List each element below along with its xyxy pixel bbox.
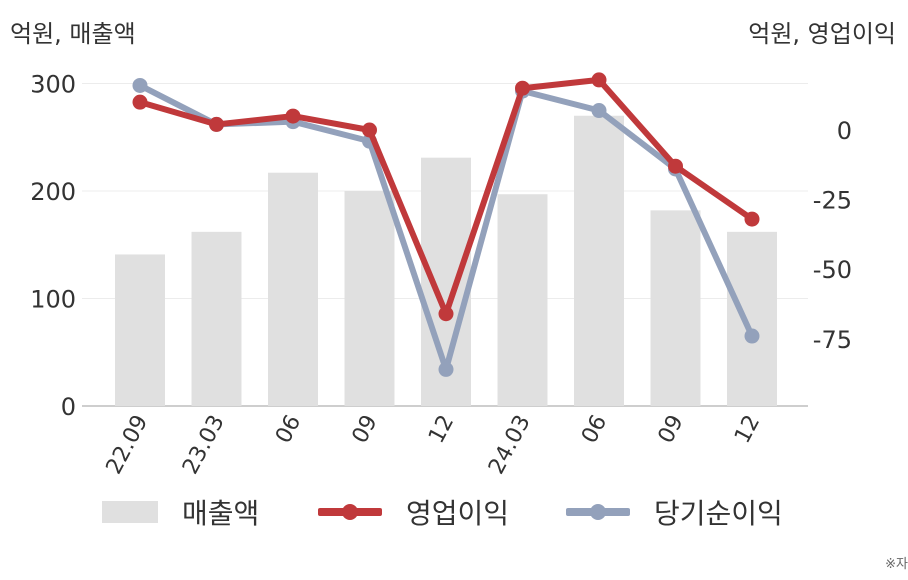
legend-item-operating-profit: 영업이익 — [318, 492, 509, 532]
x-tick-label: 23.03 — [178, 411, 230, 478]
point-operating-profit — [285, 108, 301, 124]
y-right-tick-label: -25 — [813, 187, 852, 215]
point-net-income — [591, 103, 607, 119]
legend-swatch-operating-profit — [318, 501, 382, 523]
point-operating-profit — [591, 72, 607, 88]
line-series — [132, 72, 760, 377]
legend-item-sales: 매출액 — [102, 492, 259, 532]
point-operating-profit — [668, 158, 683, 174]
x-tick-label: 09 — [348, 411, 383, 447]
left-axis-unit-label: 억원, 매출액 — [10, 20, 136, 48]
legend-label-operating-profit: 영업이익 — [406, 497, 510, 530]
legend-label-sales: 매출액 — [182, 497, 260, 530]
x-axis-ticks: 22.09 23.03 06 09 12 24.03 06 09 12 — [102, 411, 766, 478]
legend-swatch-sales — [102, 501, 158, 523]
point-net-income — [132, 77, 148, 93]
y-right-tick-label: 0 — [837, 117, 852, 145]
source-mark: ※자 — [885, 557, 908, 572]
y-left-tick-label: 0 — [61, 393, 76, 421]
legend: 매출액 영업이익 당기순이익 — [0, 492, 908, 532]
bar-series-sales — [115, 115, 777, 406]
point-operating-profit — [744, 211, 760, 227]
bar — [344, 191, 395, 406]
y-axis-right: 0 -25 -50 -75 — [813, 117, 852, 354]
point-operating-profit — [132, 94, 148, 110]
bar — [115, 254, 165, 406]
y-right-tick-label: -50 — [813, 256, 852, 284]
point-operating-profit — [438, 306, 454, 322]
legend-item-net-income: 당기순이익 — [566, 492, 783, 532]
right-axis-unit-label: 억원, 영업이익 — [748, 20, 896, 48]
x-tick-label: 06 — [271, 411, 306, 447]
bar — [497, 194, 548, 406]
point-operating-profit — [362, 122, 377, 138]
x-tick-label: 06 — [577, 411, 612, 447]
y-left-tick-label: 100 — [30, 286, 76, 314]
bar — [727, 231, 777, 406]
point-net-income — [438, 361, 454, 377]
legend-swatch-net-income — [566, 501, 630, 523]
bar — [650, 210, 701, 406]
x-tick-label: 12 — [424, 411, 459, 447]
y-left-tick-label: 300 — [30, 71, 76, 99]
x-tick-label: 12 — [730, 411, 765, 447]
point-operating-profit — [209, 116, 224, 132]
y-right-tick-label: -75 — [813, 326, 852, 354]
bar — [574, 115, 624, 406]
point-operating-profit — [515, 80, 530, 96]
y-axis-left: 0 100 200 300 — [30, 71, 76, 422]
chart: 0 100 200 300 0 -25 -50 -75 22.09 23.03 06 09 12 24… — [30, 71, 852, 479]
y-left-tick-label: 200 — [30, 178, 76, 206]
x-tick-label: 24.03 — [484, 411, 536, 478]
point-net-income — [744, 328, 760, 344]
bar — [191, 231, 242, 406]
bar — [268, 172, 318, 406]
x-tick-label: 09 — [654, 411, 689, 447]
x-tick-label: 22.09 — [102, 411, 154, 478]
legend-label-net-income: 당기순이익 — [654, 497, 783, 530]
